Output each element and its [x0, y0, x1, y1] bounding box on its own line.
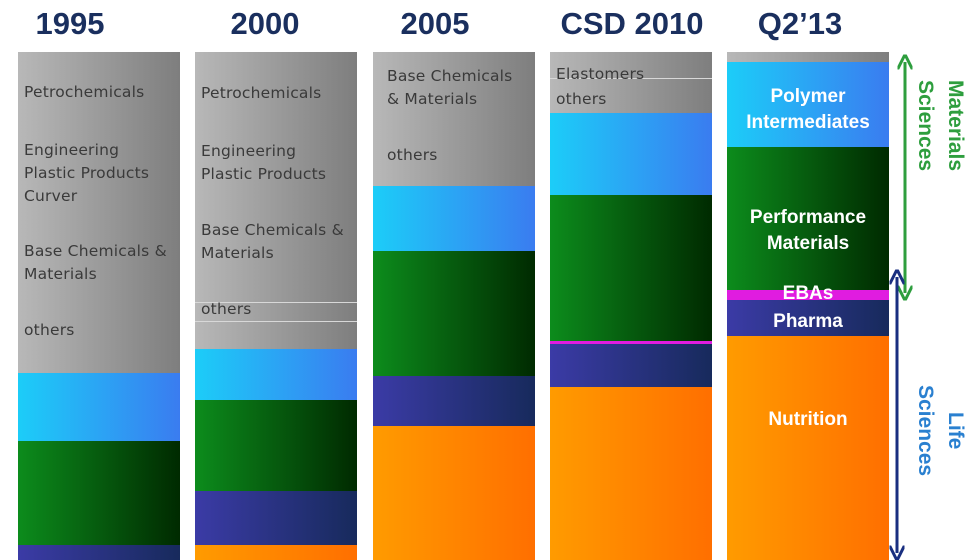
segment — [18, 52, 180, 373]
text-line: Pharma — [773, 311, 843, 332]
segment — [373, 186, 535, 251]
group-label: Life Sciences — [910, 385, 969, 476]
segment — [18, 373, 180, 441]
column: Petrochemicals Engineering Plastic Produc… — [18, 52, 180, 560]
text-line: Intermediates — [746, 112, 870, 133]
label: Petrochemicals — [24, 81, 144, 104]
label: others — [24, 319, 75, 342]
segment — [373, 52, 535, 186]
segment — [373, 426, 535, 560]
label: Petrochemicals — [201, 82, 321, 105]
segment — [18, 441, 180, 545]
text-line: others — [556, 90, 607, 108]
text-line: Materials — [766, 233, 850, 254]
segment — [195, 545, 357, 560]
label: Nutrition — [727, 407, 889, 433]
label: Base Chemicals & Materials — [201, 219, 344, 265]
segment — [727, 147, 889, 290]
segment — [550, 195, 712, 341]
column-title: 2005 — [400, 6, 470, 41]
segment — [195, 52, 357, 349]
segment — [727, 300, 889, 336]
segment — [550, 387, 712, 560]
separator — [550, 78, 712, 79]
text-line: Engineering — [24, 141, 120, 159]
segment — [373, 251, 535, 376]
text-line: others — [24, 321, 75, 339]
text-line: Petrochemicals — [201, 84, 322, 102]
column: Base Chemicals & Materials others — [373, 52, 535, 560]
separator — [195, 302, 357, 303]
segment — [727, 336, 889, 560]
text-line: Engineering — [201, 142, 297, 160]
segment — [727, 290, 889, 300]
text-line: Sciences — [914, 80, 937, 172]
text-line: Materials — [944, 80, 967, 172]
column-title: 2000 — [230, 6, 300, 41]
text-line: Life — [944, 411, 967, 450]
segment — [727, 62, 889, 147]
segment — [373, 376, 535, 426]
segment — [550, 52, 712, 113]
text-line: Polymer — [770, 86, 846, 107]
text-line: Nutrition — [768, 409, 848, 430]
text-line: EBAs — [782, 283, 834, 304]
segment — [550, 113, 712, 195]
segment — [195, 400, 357, 491]
column-title: Q2’13 — [757, 6, 843, 41]
column-title: 1995 — [35, 6, 105, 41]
label: Performance Materials — [727, 205, 889, 257]
column: Polymer Intermediates Performance Material… — [727, 52, 889, 560]
text-line: others — [201, 300, 252, 318]
label: Engineering Plastic Products — [201, 140, 326, 186]
segment — [18, 545, 180, 560]
label: Pharma — [727, 309, 889, 335]
text-line: Base Chemicals & — [201, 221, 344, 239]
segment — [550, 341, 712, 344]
text-line: Petrochemicals — [24, 83, 145, 101]
label: Polymer Intermediates — [727, 84, 889, 136]
text-line: Sciences — [914, 385, 937, 477]
text-line: Base Chemicals & — [24, 242, 167, 260]
segment — [550, 344, 712, 387]
text-line: & Materials — [387, 90, 478, 108]
text-line: Elastomers — [556, 65, 645, 83]
text-line: Materials — [24, 265, 97, 283]
column-title: CSD 2010 — [560, 6, 704, 41]
text-line: Plastic Products — [201, 165, 327, 183]
label: Base Chemicals & Materials — [387, 65, 512, 111]
label: Engineering Plastic Products Curver — [24, 139, 149, 208]
text-line: others — [387, 146, 438, 164]
text-line: Curver — [24, 187, 78, 205]
label: others — [556, 88, 607, 111]
column: Petrochemicals Engineering Plastic Produc… — [195, 52, 357, 560]
text-line: Plastic Products — [24, 164, 150, 182]
label: EBAs — [727, 281, 889, 307]
text-line: Base Chemicals — [387, 67, 513, 85]
text-line: Performance — [749, 207, 867, 228]
segment — [727, 52, 889, 62]
segment — [195, 491, 357, 545]
label: others — [201, 298, 252, 321]
segment — [195, 349, 357, 400]
column: Elastomers others — [550, 52, 712, 560]
label: Elastomers — [556, 63, 644, 86]
label: Base Chemicals & Materials — [24, 240, 167, 286]
text-line: Materials — [201, 244, 274, 262]
group-label: Materials Sciences — [910, 80, 969, 171]
label: others — [387, 144, 438, 167]
separator — [195, 321, 357, 322]
